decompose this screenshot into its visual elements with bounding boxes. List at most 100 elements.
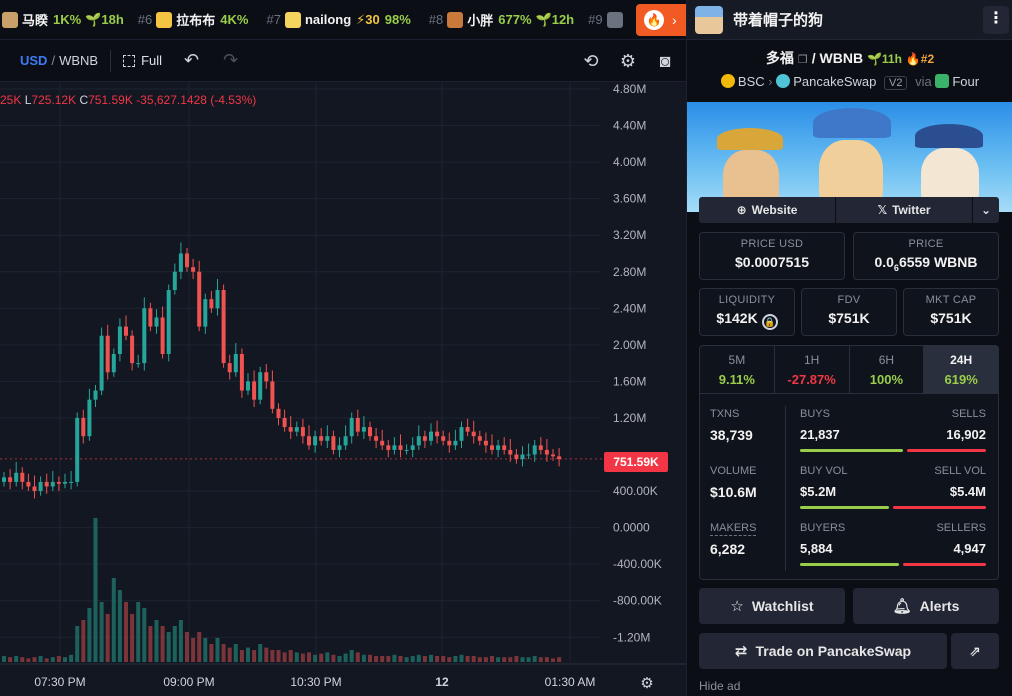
y-axis-label: 1.20M [613, 411, 646, 425]
volume-bar [26, 658, 31, 662]
currency-toggle-usd[interactable]: USD [20, 53, 48, 68]
pair-separator: / [811, 50, 816, 66]
website-link[interactable]: ⊕ Website [699, 197, 836, 223]
ticker-item[interactable]: #9 [588, 11, 626, 28]
token-name: 带着帽子的狗 [733, 12, 824, 29]
gear-icon[interactable]: ⚙ [619, 51, 637, 71]
y-axis-label: 3.20M [613, 228, 646, 242]
candle-body [526, 454, 531, 456]
timeframe-tab-5m[interactable]: 5M 9.11% [700, 346, 775, 393]
candle-body [343, 436, 348, 446]
candle-body [166, 290, 171, 354]
ticker-item[interactable]: 马睽 1K% 🌱 18h [2, 10, 124, 29]
more-options-button[interactable]: ⋮ [983, 6, 1009, 34]
timeframe-tab-24h[interactable]: 24H 619% [924, 346, 998, 393]
dex-name[interactable]: PancakeSwap [793, 74, 877, 89]
candle-body [50, 481, 55, 487]
volume-bar [441, 656, 446, 662]
candle-body [246, 381, 250, 391]
candle-body [63, 481, 67, 484]
volume-bar [160, 626, 165, 662]
volume-row: VOLUME $10.6M BUY VOL SELL VOL $5.2M $5.… [700, 465, 998, 522]
candle-body [483, 440, 488, 446]
candle-body [142, 308, 147, 364]
candle-body [148, 308, 153, 327]
candle-body [8, 477, 13, 482]
hat-left [717, 128, 783, 150]
volume-bar [483, 657, 488, 662]
ohlc-close-key: C [79, 93, 89, 107]
volume-bar [435, 656, 440, 662]
trade-button[interactable]: ⇄ Trade on PancakeSwap [699, 633, 947, 669]
volume-bar [313, 654, 318, 662]
timeframe-change: 9.11% [718, 372, 755, 387]
links-dropdown-button[interactable]: ⌄ [973, 197, 999, 223]
fullscreen-button[interactable]: Full [123, 53, 162, 68]
timeframe-tab-1h[interactable]: 1H -27.87% [775, 346, 850, 393]
volume-bar [215, 638, 220, 662]
volume-bar [380, 656, 385, 662]
volume-bar [136, 602, 141, 662]
external-link-button[interactable]: ⇗ [951, 633, 999, 669]
ticker-rank: #7 [266, 12, 281, 27]
buyers-bar [800, 563, 899, 566]
ticker-name: 马睽 [22, 13, 49, 28]
trending-toggle-button[interactable]: 🔥 › [636, 4, 686, 36]
volume-bar [258, 644, 263, 662]
volume-bar [307, 652, 311, 662]
ticker-item[interactable]: #6 拉布布 4K% [138, 10, 253, 29]
token-avatar-icon [284, 11, 301, 28]
volume-bar [526, 657, 531, 662]
buys-value: 21,837 [800, 427, 840, 442]
camera-icon[interactable]: ◙ [659, 51, 671, 71]
candle-body [154, 317, 159, 327]
price-chart[interactable]: 4.80M 4.40M 4.00M 3.60M 3.20M 2.80M 2.40M 2.00M… [0, 82, 686, 696]
chart-settings-icon[interactable]: ⚙ [640, 675, 654, 692]
alerts-button[interactable]: 🔔︎ Alerts [853, 588, 999, 624]
candle-body [75, 417, 80, 482]
timeframe-tab-6h[interactable]: 6H 100% [850, 346, 925, 393]
candle-body [136, 363, 141, 365]
hide-ad-link[interactable]: Hide ad [699, 679, 741, 693]
chain-name[interactable]: BSC [737, 74, 765, 89]
volume-bar [459, 654, 464, 662]
volume-bar [471, 656, 476, 662]
volume-bar [8, 657, 13, 662]
undo-icon[interactable]: ↶ [184, 50, 200, 70]
ohlc-low-key: L [24, 93, 32, 107]
replay-icon[interactable]: ⟲ [583, 51, 599, 71]
candle-body [544, 449, 549, 455]
ticker-item[interactable]: #7 nailong ⚡ 30 98% [266, 11, 414, 28]
volume-bar [239, 650, 244, 662]
currency-toggle-quote[interactable]: WBNB [59, 53, 99, 68]
ticker-item[interactable]: #8 小胖 677% 🌱 12h [429, 10, 574, 29]
y-axis-label: 4.80M [613, 82, 646, 96]
bsc-icon [720, 74, 735, 88]
copy-icon[interactable]: ❐ [797, 54, 808, 66]
ohlc-legend: 25K L725.12K C751.59K -35,627.1428 (-4.5… [0, 93, 256, 107]
candle-body [300, 427, 305, 437]
hat-center [813, 108, 891, 138]
candle-body [160, 317, 165, 354]
y-axis-label: 2.00M [613, 338, 646, 352]
candle-body [38, 481, 43, 492]
candle-body [386, 445, 391, 450]
volume-bar [197, 632, 202, 662]
redo-icon[interactable]: ↷ [223, 50, 239, 70]
volume-bar [343, 653, 348, 662]
candle-body [93, 390, 98, 400]
watchlist-button[interactable]: ☆ Watchlist [699, 588, 845, 624]
chart-toolbar: USD / WBNB Full ↶ ↷ [0, 40, 686, 82]
twitter-link[interactable]: 𝕏 Twitter [836, 197, 973, 223]
x-icon: 𝕏 [877, 203, 888, 217]
volume-bar [392, 654, 397, 662]
candle-body [307, 436, 311, 446]
candle-body [551, 454, 555, 457]
candle-body [264, 372, 269, 382]
fire-icon: 🔥 [644, 10, 664, 30]
launchpad-name[interactable]: Four [952, 74, 980, 89]
liquidity-label: LIQUIDITY [718, 294, 776, 306]
candle-body [331, 436, 336, 450]
txns-label: TXNS [710, 408, 740, 420]
